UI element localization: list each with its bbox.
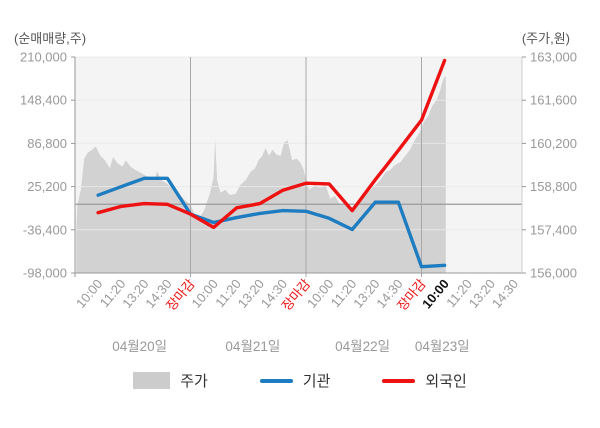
- legend-label-price: 주가: [180, 373, 208, 390]
- legend-label-institution: 기관: [302, 373, 331, 390]
- institution-line: [96, 176, 447, 269]
- institution-line-swatch-icon: [259, 378, 293, 383]
- foreigner-line-swatch-icon: [382, 378, 416, 383]
- day-label: 04월23일: [415, 339, 470, 354]
- x-axis-tick-label: 10:00: [419, 276, 452, 311]
- x-axis-tick-label: 10:00: [188, 276, 220, 311]
- right-axis-title: (주가,원): [521, 31, 570, 46]
- chart-plot: 210,000 148,400 86,800 25,200 -36,400 -98,000…: [20, 50, 577, 355]
- legend-item-price: 주가: [133, 370, 208, 391]
- legend-label-foreigner: 외국인: [425, 373, 467, 390]
- foreigner-line: [96, 58, 447, 230]
- price-area: [76, 75, 446, 273]
- left-axis-tick-label: 86,800: [27, 136, 67, 151]
- chart-legend: 주가 기관 외국인: [0, 370, 600, 391]
- price-area-swatch-icon: [133, 372, 171, 389]
- left-axis-tick-label: 148,400: [20, 93, 67, 108]
- left-axis-tick-label: -98,000: [23, 266, 67, 281]
- day-label: 04월22일: [335, 339, 390, 354]
- left-axis-tick-label: 25,200: [27, 179, 67, 194]
- right-axis-tick-label: 156,000: [530, 266, 577, 281]
- day-label: 04월20일: [112, 339, 167, 354]
- left-axis-tick-label: 210,000: [20, 50, 67, 65]
- x-axis-tick-label: 10:00: [73, 276, 105, 311]
- right-axis-tick-label: 160,200: [530, 136, 577, 151]
- right-axis-tick-label: 157,400: [530, 222, 577, 237]
- x-axis-tick-label: 14:30: [489, 276, 521, 311]
- legend-item-institution: 기관: [259, 370, 331, 391]
- right-axis-tick-label: 158,800: [530, 179, 577, 194]
- left-axis-title: (순매매량,주): [14, 31, 87, 46]
- right-axis-tick-label: 161,600: [530, 93, 577, 108]
- day-label: 04월21일: [225, 339, 280, 354]
- x-axis-tick-label: 10:00: [304, 276, 336, 311]
- right-axis-tick-label: 163,000: [530, 50, 577, 65]
- left-axis-tick-label: -36,400: [23, 222, 67, 237]
- legend-item-foreigner: 외국인: [382, 370, 467, 391]
